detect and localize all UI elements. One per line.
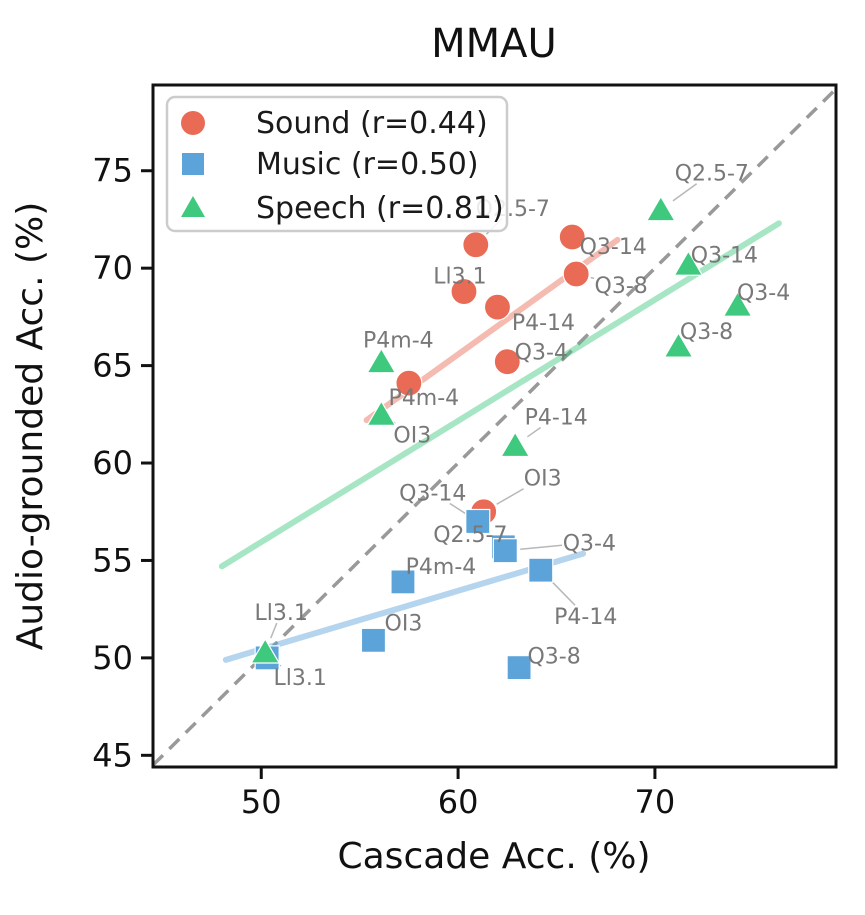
point-speech-ll3.1 <box>250 637 281 664</box>
annotation-music-q3-8: Q3-8 <box>527 645 580 670</box>
annotation-sound-q3-8: Q3-8 <box>595 274 648 299</box>
legend-marker-music <box>182 153 204 175</box>
leader-line <box>279 664 282 667</box>
annotation-music-q3-4: Q3-4 <box>563 532 616 557</box>
legend-marker-sound <box>181 111 205 135</box>
annotation-speech-q3-4: Q3-4 <box>737 281 790 306</box>
plot-area: Q2.5-7 Q3-14 Q3-8 Ll3.1 P4-14 Q3-4 P4m-4 OI3 Q3-… <box>92 83 838 821</box>
leader-line <box>496 488 524 505</box>
point-speech-p4-14 <box>500 431 531 458</box>
annotation-sound-ll3.1: Ll3.1 <box>433 265 486 290</box>
point-speech-q3-4 <box>722 290 753 317</box>
point-sound-q3-8 <box>562 260 590 288</box>
annotation-music-q3-14: Q3-14 <box>399 481 466 506</box>
point-speech-q3-14 <box>673 250 704 276</box>
y-tick-label: 60 <box>92 444 133 482</box>
leader-line <box>449 502 466 514</box>
x-tick-label: 60 <box>438 783 479 821</box>
point-sound-p4-14 <box>483 293 512 321</box>
annotation-speech-ll3.1: Ll3.1 <box>255 601 308 626</box>
annotation-sound-oi3: OI3 <box>524 467 562 492</box>
point-sound-q2.5-7 <box>462 231 490 259</box>
y-tick-label: 50 <box>92 639 133 677</box>
leader-line <box>590 276 595 280</box>
chart-title: MMAU <box>431 21 557 67</box>
annotation-speech-q3-8: Q3-8 <box>680 320 733 345</box>
point-music-oi3 <box>360 627 387 653</box>
annotation-music-oi3: OI3 <box>385 611 423 636</box>
legend-label-speech: Speech (r=0.81) <box>256 191 504 226</box>
annotation-speech-p4m-4: P4m-4 <box>363 329 434 354</box>
x-tick-label: 70 <box>635 783 676 821</box>
point-speech-q3-8 <box>663 331 694 358</box>
annotation-sound-q3-14: Q3-14 <box>580 235 647 260</box>
point-music-q3-4 <box>492 538 518 564</box>
y-tick-label: 45 <box>92 736 133 774</box>
leader-line <box>672 183 698 202</box>
leader-line <box>550 580 576 606</box>
leader-line <box>270 622 278 639</box>
annotation-speech-q2.5-7: Q2.5-7 <box>675 162 749 187</box>
annotation-music-p4-14: P4-14 <box>554 605 617 630</box>
annotation-speech-q3-14: Q3-14 <box>691 243 758 268</box>
x-axis-label: Cascade Acc. (%) <box>337 836 650 877</box>
point-sound-q3-14 <box>558 223 586 251</box>
annotation-sound-p4m-4: P4m-4 <box>389 386 460 411</box>
y-tick-label: 65 <box>92 347 133 385</box>
legend-label-sound: Sound (r=0.44) <box>256 106 488 141</box>
y-tick-label: 75 <box>92 152 133 190</box>
y-tick-label: 55 <box>92 541 133 579</box>
legend-box <box>165 95 509 233</box>
trend-line-speech <box>218 220 782 570</box>
point-music-p4-14 <box>528 557 554 583</box>
annotation-music-ll3.1: Ll3.1 <box>273 666 326 691</box>
axes-frame <box>151 83 838 769</box>
point-music-p4m-4 <box>390 569 416 595</box>
point-speech-q2.5-7 <box>645 195 676 222</box>
point-music-q3-14 <box>465 508 491 535</box>
annotation-music-p4m-4: P4m-4 <box>406 555 477 580</box>
trend-line-music <box>222 550 587 663</box>
leader-line <box>526 426 542 438</box>
point-speech-oi3 <box>366 400 397 426</box>
annotation-music-q2.5-7: Q2.5-7 <box>433 523 507 548</box>
y-tick-label: 70 <box>92 249 133 287</box>
point-music-q3-8 <box>506 655 532 681</box>
point-sound-p4m-4 <box>395 369 423 397</box>
annotation-sound-q3-4: Q3-4 <box>515 341 568 366</box>
annotation-speech-p4-14: P4-14 <box>525 405 588 430</box>
annotation-sound-p4-14: P4-14 <box>512 311 575 336</box>
annotation-speech-oi3: OI3 <box>393 423 431 448</box>
legend-marker-speech <box>181 196 205 217</box>
legend-label-music: Music (r=0.50) <box>256 147 479 182</box>
x-tick-label: 50 <box>241 783 282 821</box>
point-sound-ll3.1 <box>450 277 478 306</box>
y-axis-label: Audio-grounded Acc. (%) <box>10 202 51 651</box>
leader-line <box>520 544 563 551</box>
point-sound-q3-4 <box>493 348 521 376</box>
point-speech-p4m-4 <box>366 347 397 374</box>
